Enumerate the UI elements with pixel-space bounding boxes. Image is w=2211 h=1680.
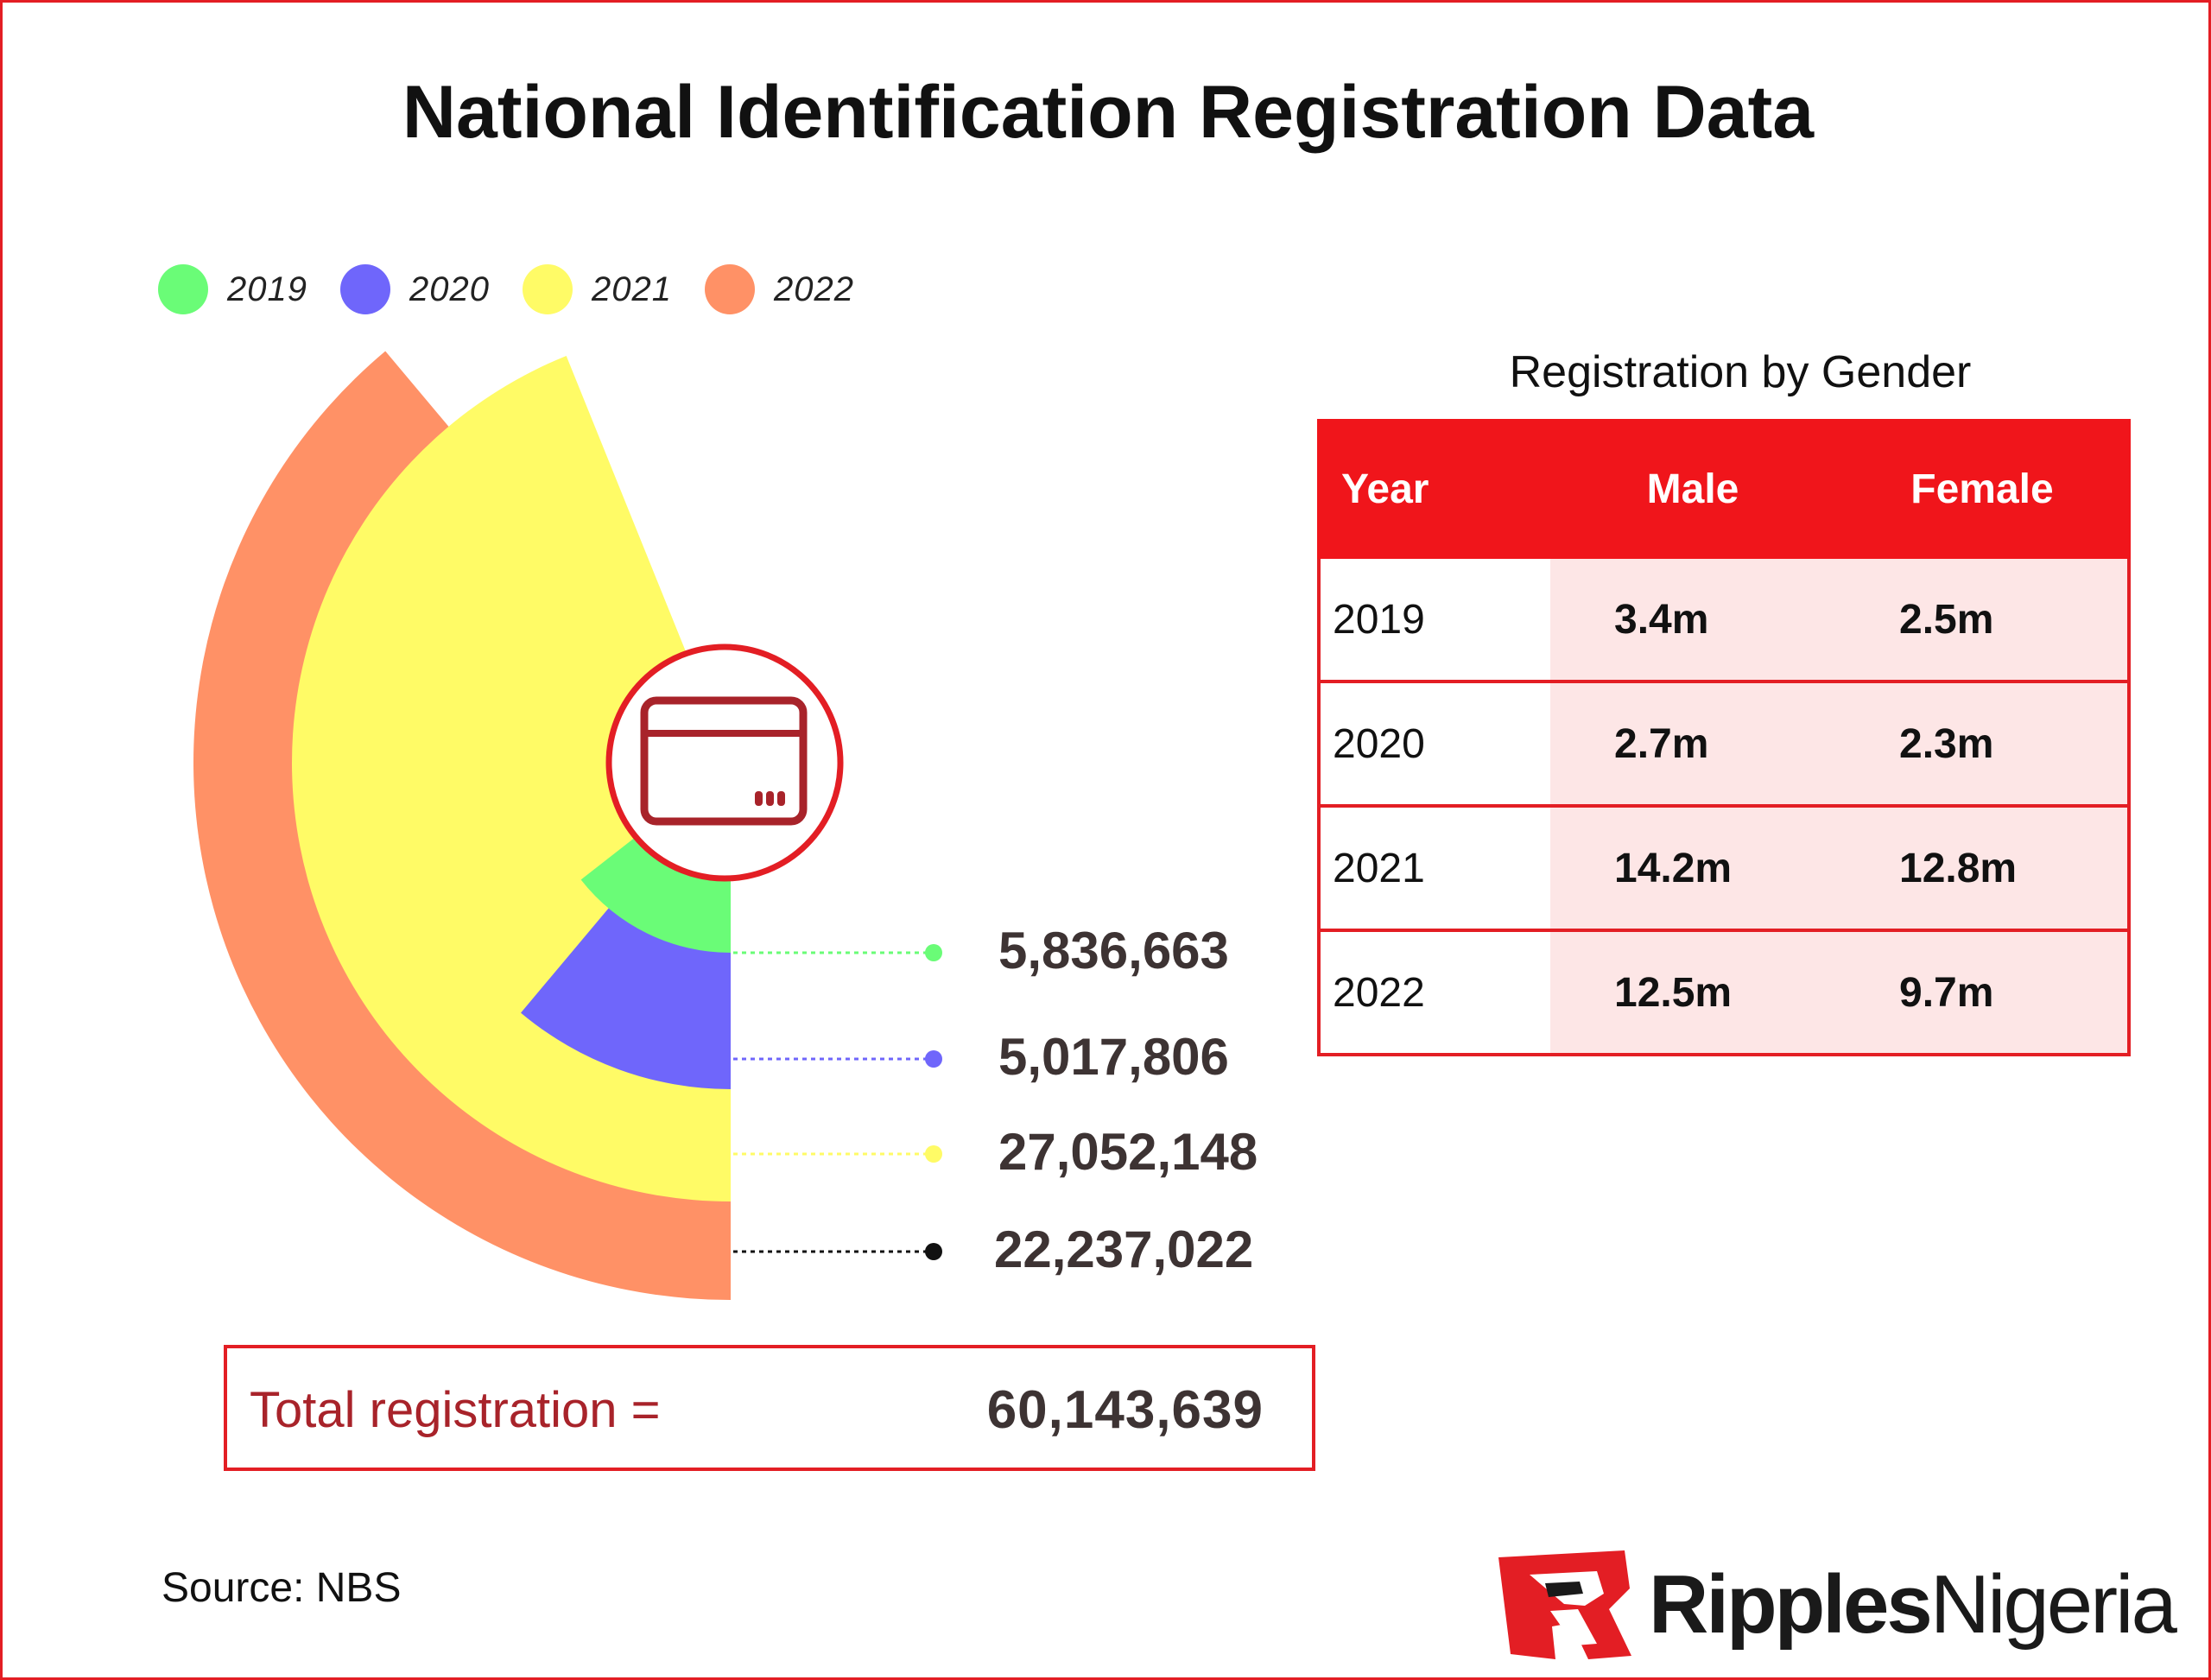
radial-chart: 5,836,663 5,017,806 27,052,148 22,237,022 (193, 351, 1258, 1300)
id-card-icon (605, 643, 844, 882)
cell-year: 2022 (1317, 929, 1550, 1056)
gender-table-title: Registration by Gender (1509, 347, 1972, 397)
legend-item-2020: 2020 (339, 264, 490, 314)
leader-dot-2020 (925, 1050, 942, 1068)
legend-item-2021: 2021 (522, 264, 672, 314)
total-label: Total registration = (250, 1382, 661, 1438)
total-value: 60,143,639 (986, 1380, 1264, 1440)
page-title: National Identification Registration Dat… (402, 71, 1815, 154)
value-label-2020: 5,017,806 (998, 1028, 1229, 1086)
ripples-nigeria-logo: RipplesNigeria (1495, 1549, 2177, 1661)
brand-name-part2: Nigeria (1929, 1558, 2177, 1651)
legend-label-2021: 2021 (591, 269, 672, 308)
cell-year: 2020 (1317, 680, 1550, 808)
leader-dot-2019 (925, 944, 942, 961)
cell-male: 12.5m (1550, 929, 1835, 1056)
total-registration-box: Total registration = 60,143,639 (224, 1345, 1315, 1471)
cell-female: 12.8m (1835, 804, 2131, 932)
cell-male: 3.4m (1550, 555, 1835, 683)
brand-name: RipplesNigeria (1649, 1557, 2177, 1652)
legend-label-2022: 2022 (773, 269, 854, 308)
legend-swatch-2020 (339, 264, 390, 314)
chart-marks (193, 351, 731, 1300)
header-male: Male (1549, 419, 1837, 559)
legend-label-2020: 2020 (409, 269, 490, 308)
value-label-2022: 22,237,022 (994, 1220, 1253, 1278)
cell-male: 14.2m (1550, 804, 1835, 932)
leader-dot-2021 (925, 1145, 942, 1163)
cell-year: 2019 (1317, 555, 1550, 683)
table-row: 2022 12.5m 9.7m (1317, 929, 2131, 1056)
header-year: Year (1317, 419, 1552, 559)
legend-swatch-2022 (704, 264, 755, 314)
cell-female: 2.5m (1835, 555, 2131, 683)
leader-dot-2022 (925, 1243, 942, 1260)
cell-female: 9.7m (1835, 929, 2131, 1056)
cell-year: 2021 (1317, 804, 1550, 932)
legend-item-2022: 2022 (704, 264, 854, 314)
legend-item-2019: 2019 (158, 264, 307, 314)
value-label-2019: 5,836,663 (998, 922, 1229, 979)
brand-name-part1: Ripples (1649, 1558, 1933, 1651)
legend-swatch-2019 (158, 264, 208, 314)
ripples-logo-icon (1498, 1550, 1631, 1659)
legend-label-2019: 2019 (227, 269, 307, 308)
gender-table: Year Male Female 2019 3.4m 2.5m 2020 2.7… (1317, 419, 2131, 1056)
table-row: 2020 2.7m 2.3m (1317, 680, 2131, 808)
cell-male: 2.7m (1550, 680, 1835, 808)
cell-female: 2.3m (1835, 680, 2131, 808)
legend-swatch-2021 (522, 264, 573, 314)
chart-leader-lines (733, 944, 942, 1260)
header-female: Female (1834, 419, 2131, 559)
source-note: Source: NBS (162, 1565, 402, 1611)
chart-value-labels: 5,836,663 5,017,806 27,052,148 22,237,022 (994, 922, 1258, 1278)
table-row: 2021 14.2m 12.8m (1317, 804, 2131, 932)
value-label-2021: 27,052,148 (998, 1123, 1258, 1181)
table-header-row: Year Male Female (1317, 419, 2131, 559)
table-row: 2019 3.4m 2.5m (1317, 555, 2131, 683)
chart-legend: 2019 2020 2021 2022 (158, 262, 887, 317)
